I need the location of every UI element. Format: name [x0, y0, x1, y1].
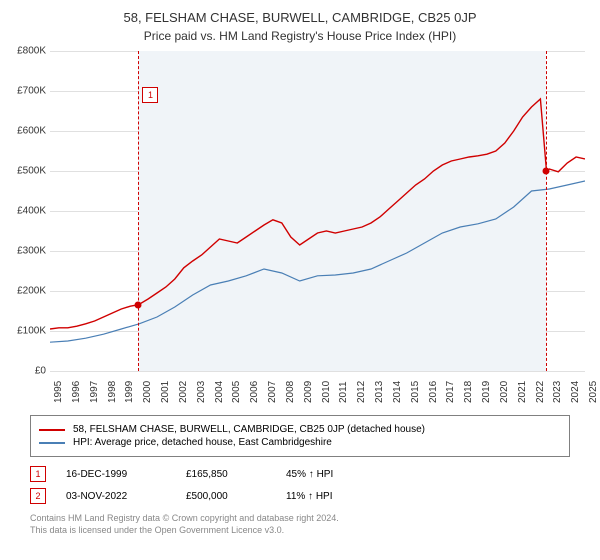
x-tick-label: 2024	[570, 381, 581, 403]
x-tick-label: 2011	[338, 381, 349, 403]
y-tick-label: £300K	[17, 246, 46, 257]
y-tick-label: £200K	[17, 286, 46, 297]
x-tick-label: 1997	[89, 381, 100, 403]
sale-date-2: 03-NOV-2022	[66, 491, 186, 502]
x-tick-label: 2019	[481, 381, 492, 403]
x-tick-label: 2005	[231, 381, 242, 403]
legend-row-property: 58, FELSHAM CHASE, BURWELL, CAMBRIDGE, C…	[39, 424, 561, 435]
y-tick-label: £800K	[17, 46, 46, 57]
sale-marker-flag: 1	[142, 87, 158, 103]
x-tick-label: 2025	[588, 381, 599, 403]
x-tick-label: 2018	[463, 381, 474, 403]
footer-line-1: Contains HM Land Registry data © Crown c…	[30, 513, 570, 525]
x-tick-label: 2006	[249, 381, 260, 403]
x-tick-label: 2008	[285, 381, 296, 403]
x-tick-label: 2001	[160, 381, 171, 403]
x-tick-label: 2000	[142, 381, 153, 403]
sale-price-2: £500,000	[186, 491, 286, 502]
x-tick-label: 2015	[410, 381, 421, 403]
sale-marker-1-icon: 1	[30, 466, 46, 482]
y-tick-label: £600K	[17, 126, 46, 137]
x-tick-label: 2009	[303, 381, 314, 403]
chart-title: 58, FELSHAM CHASE, BURWELL, CAMBRIDGE, C…	[0, 0, 600, 25]
x-tick-label: 2002	[178, 381, 189, 403]
y-tick-label: £400K	[17, 206, 46, 217]
legend-label-property: 58, FELSHAM CHASE, BURWELL, CAMBRIDGE, C…	[73, 424, 425, 435]
legend-swatch-hpi	[39, 442, 65, 444]
y-tick-label: £500K	[17, 166, 46, 177]
sale-dot-icon	[543, 168, 550, 175]
x-tick-label: 2012	[356, 381, 367, 403]
y-tick-label: £0	[35, 366, 46, 377]
chart-container: 58, FELSHAM CHASE, BURWELL, CAMBRIDGE, C…	[0, 0, 600, 560]
footer-line-2: This data is licensed under the Open Gov…	[30, 525, 570, 537]
x-tick-label: 2021	[517, 381, 528, 403]
legend-box: 58, FELSHAM CHASE, BURWELL, CAMBRIDGE, C…	[30, 415, 570, 457]
sale-row-2: 2 03-NOV-2022 £500,000 11% ↑ HPI	[30, 485, 570, 507]
legend-swatch-property	[39, 429, 65, 431]
x-tick-label: 2010	[321, 381, 332, 403]
sale-price-1: £165,850	[186, 469, 286, 480]
x-tick-label: 2017	[445, 381, 456, 403]
x-tick-label: 1996	[71, 381, 82, 403]
sale-date-1: 16-DEC-1999	[66, 469, 186, 480]
x-axis-ticks: 1995 1996 1997 1998 1999 2000 2001 2002 2003 2004…	[50, 371, 585, 411]
sale-pct-1: 45% ↑ HPI	[286, 469, 366, 480]
x-tick-label: 2016	[428, 381, 439, 403]
sale-pct-2: 11% ↑ HPI	[286, 491, 366, 502]
x-tick-label: 1998	[107, 381, 118, 403]
y-tick-label: £700K	[17, 86, 46, 97]
sale-row-1: 1 16-DEC-1999 £165,850 45% ↑ HPI	[30, 463, 570, 485]
chart-plot-area: £0£100K£200K£300K£400K£500K£600K£700K£80…	[50, 51, 585, 371]
x-tick-label: 1999	[124, 381, 135, 403]
sale-marker-2-icon: 2	[30, 488, 46, 504]
chart-subtitle: Price paid vs. HM Land Registry's House …	[0, 25, 600, 51]
sale-dot-icon	[135, 301, 142, 308]
x-tick-label: 2013	[374, 381, 385, 403]
x-tick-label: 2020	[499, 381, 510, 403]
x-tick-label: 2007	[267, 381, 278, 403]
sales-table: 1 16-DEC-1999 £165,850 45% ↑ HPI 2 03-NO…	[30, 463, 570, 507]
x-tick-label: 2003	[196, 381, 207, 403]
x-tick-label: 2022	[535, 381, 546, 403]
y-tick-label: £100K	[17, 326, 46, 337]
legend-label-hpi: HPI: Average price, detached house, East…	[73, 437, 332, 448]
x-tick-label: 2004	[214, 381, 225, 403]
legend-row-hpi: HPI: Average price, detached house, East…	[39, 437, 561, 448]
x-tick-label: 2023	[552, 381, 563, 403]
x-tick-label: 2014	[392, 381, 403, 403]
footer-text: Contains HM Land Registry data © Crown c…	[30, 513, 570, 536]
x-tick-label: 1995	[53, 381, 64, 403]
